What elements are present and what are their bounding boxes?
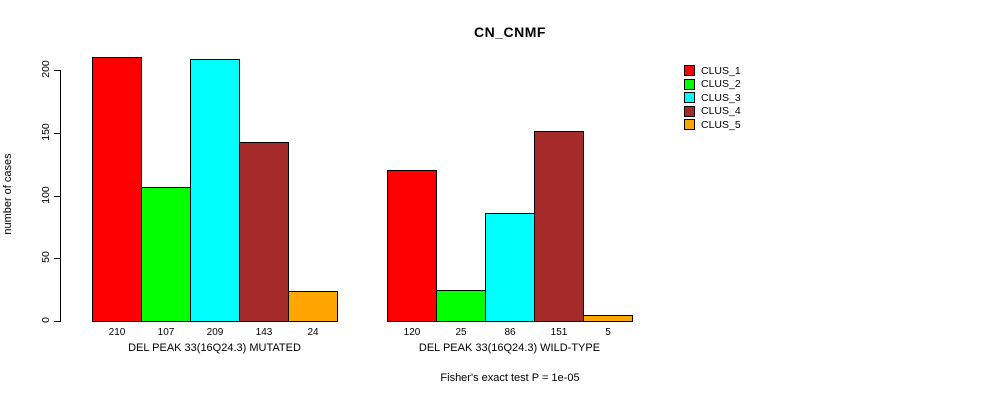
- bar-value-label: 86: [504, 327, 516, 338]
- legend-label: CLUS_3: [701, 91, 741, 104]
- bar-value-label: 143: [255, 327, 273, 338]
- bar-clus_3-group2: [485, 213, 535, 322]
- y-tick-mark: [54, 258, 61, 260]
- legend-label: CLUS_4: [701, 105, 741, 118]
- y-axis-label: number of cases: [2, 153, 14, 235]
- y-tick-label: 50: [40, 251, 52, 264]
- bar-value-label: 25: [455, 327, 467, 338]
- y-tick-label: 150: [40, 122, 52, 141]
- bar-clus_4-group1: [239, 142, 289, 322]
- bar-clus_4-group2: [534, 131, 584, 322]
- legend-item-clus_1: CLUS_1: [684, 64, 741, 78]
- bar-value-label: 107: [157, 327, 175, 338]
- bar-value-label: 151: [550, 327, 568, 338]
- legend-item-clus_5: CLUS_5: [684, 118, 741, 132]
- legend-label: CLUS_2: [701, 78, 741, 91]
- y-tick-mark: [54, 195, 61, 197]
- bar-clus_5-group2: [583, 315, 633, 322]
- fisher-test-annotation: Fisher's exact test P = 1e-05: [440, 372, 580, 384]
- legend-item-clus_3: CLUS_3: [684, 91, 741, 105]
- y-tick-mark: [54, 132, 61, 134]
- bar-clus_5-group1: [288, 291, 338, 322]
- group-label-1: DEL PEAK 33(16Q24.3) MUTATED: [128, 342, 301, 354]
- bar-value-label: 120: [403, 327, 421, 338]
- bar-clus_1-group1: [92, 57, 142, 322]
- bar-clus_2-group2: [436, 290, 486, 322]
- y-tick-label: 0: [40, 317, 52, 323]
- legend-swatch-icon: [684, 78, 695, 90]
- bar-value-label: 210: [108, 327, 126, 338]
- legend-item-clus_2: CLUS_2: [684, 78, 741, 92]
- legend-swatch-icon: [684, 92, 695, 104]
- y-tick-label: 100: [40, 185, 52, 204]
- y-tick-mark: [54, 321, 61, 322]
- y-tick-label: 200: [40, 60, 52, 78]
- bar-clus_3-group1: [190, 59, 240, 322]
- legend-item-clus_4: CLUS_4: [684, 105, 741, 119]
- bar-clus_2-group1: [141, 187, 191, 322]
- legend-swatch-icon: [684, 119, 695, 131]
- group-label-2: DEL PEAK 33(16Q24.3) WILD-TYPE: [418, 342, 601, 354]
- legend: CLUS_1 CLUS_2 CLUS_3 CLUS_4 CLUS_5: [684, 64, 741, 132]
- chart-title: CN_CNMF: [474, 24, 546, 40]
- bar-value-label: 209: [206, 327, 224, 338]
- bar-value-label: 24: [307, 327, 319, 338]
- legend-label: CLUS_5: [701, 118, 741, 131]
- y-tick-mark: [54, 70, 61, 71]
- legend-swatch-icon: [684, 105, 695, 117]
- bar-value-label: 5: [605, 327, 611, 338]
- legend-swatch-icon: [684, 65, 695, 77]
- legend-label: CLUS_1: [701, 64, 741, 77]
- bar-clus_1-group2: [387, 170, 437, 322]
